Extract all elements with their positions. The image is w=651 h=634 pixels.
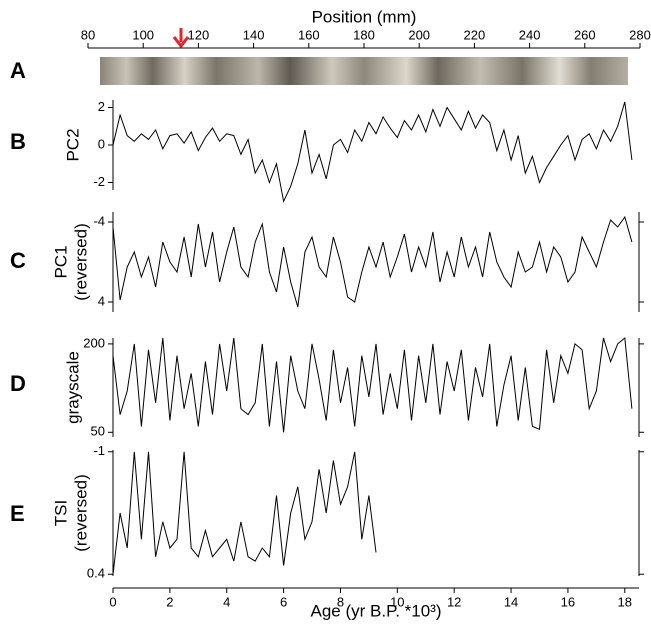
- panel-letter: C: [10, 248, 26, 273]
- y-axis-title: grayscale: [63, 351, 82, 424]
- x-tick-label: 100: [132, 27, 154, 42]
- y-tick-label: -1: [93, 443, 105, 458]
- data-line: [112, 215, 633, 308]
- panel-letter: E: [10, 501, 25, 526]
- y-axis-title: (reversed): [71, 474, 90, 551]
- x-tick-label: 260: [574, 27, 596, 42]
- x-tick-label: 12: [447, 594, 461, 609]
- x-tick-label: 280: [629, 27, 651, 42]
- x-tick-label: 0: [109, 594, 116, 609]
- panel-letter: D: [10, 371, 26, 396]
- y-axis-title: PC2: [63, 128, 82, 161]
- x-tick-label: 160: [298, 27, 320, 42]
- y-tick-label: 4: [98, 293, 105, 308]
- x-tick-label: 18: [618, 594, 632, 609]
- y-axis-title: TSI: [51, 500, 70, 526]
- y-tick-label: -4: [93, 213, 105, 228]
- data-line: [112, 451, 377, 575]
- y-tick-label: -2: [93, 174, 105, 189]
- panel-letter: B: [10, 129, 26, 154]
- data-line: [112, 101, 633, 203]
- x-tick-label: 6: [280, 594, 287, 609]
- x-tick-label: 200: [408, 27, 430, 42]
- x-tick-label: 140: [243, 27, 265, 42]
- x-tick-label: 8: [337, 594, 344, 609]
- y-tick-label: 0: [98, 136, 105, 151]
- core-image: [100, 57, 628, 85]
- y-axis-title: PC1: [51, 245, 70, 278]
- x-tick-label: 80: [81, 27, 95, 42]
- data-line: [112, 337, 633, 433]
- x-tick-label: 14: [504, 594, 518, 609]
- panel-letter: A: [10, 58, 26, 83]
- y-axis-title: (reversed): [71, 223, 90, 300]
- x-tick-label: 4: [223, 594, 230, 609]
- x-axis-title: Age (yr B.P. *10³): [310, 601, 441, 620]
- y-tick-label: 50: [91, 424, 105, 439]
- x-tick-label: 10: [390, 594, 404, 609]
- y-tick-label: 2: [98, 99, 105, 114]
- y-tick-label: 200: [83, 335, 105, 350]
- x-tick-label: 180: [353, 27, 375, 42]
- y-tick-label: 0.4: [87, 566, 105, 581]
- x-tick-label: 16: [561, 594, 575, 609]
- x-tick-label: 220: [464, 27, 486, 42]
- x-tick-label: 240: [519, 27, 541, 42]
- x-tick-label: 120: [188, 27, 210, 42]
- x-axis-title: Position (mm): [312, 7, 417, 26]
- position-arrow: [172, 28, 190, 49]
- x-tick-label: 2: [166, 594, 173, 609]
